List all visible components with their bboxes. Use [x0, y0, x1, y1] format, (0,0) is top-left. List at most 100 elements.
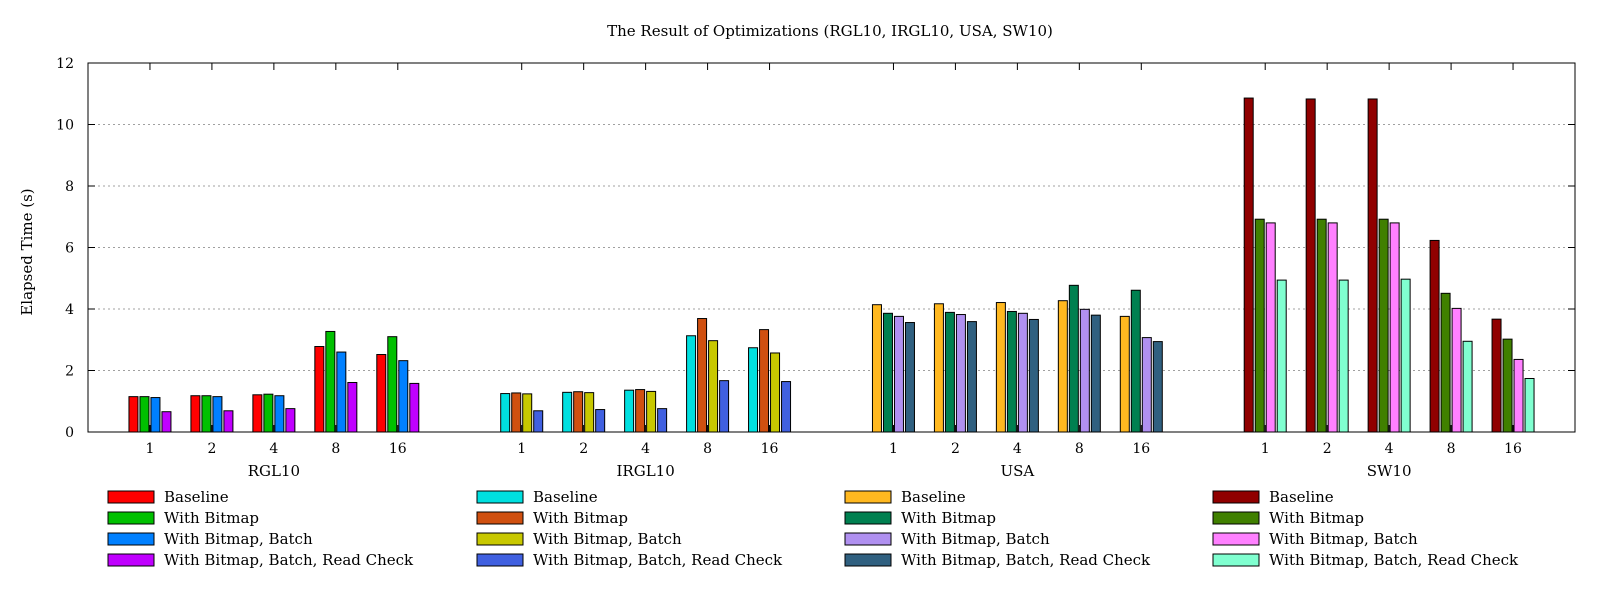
x-tick-label: 2 — [579, 441, 588, 457]
bar — [1130, 289, 1141, 433]
bar — [252, 394, 263, 433]
y-axis-label: Elapsed Time (s) — [18, 188, 36, 315]
bar — [562, 391, 573, 433]
bar — [697, 318, 708, 433]
legend-swatch — [844, 532, 892, 546]
legend-swatch — [1212, 553, 1260, 567]
bar — [1338, 279, 1349, 433]
bar — [263, 393, 274, 433]
bar — [511, 392, 522, 433]
bar — [1389, 222, 1400, 433]
x-tick-label: 8 — [703, 441, 712, 457]
legend-swatch — [844, 511, 892, 525]
legend-label: With Bitmap, Batch — [1269, 530, 1418, 548]
bar — [1305, 98, 1316, 433]
bar — [314, 346, 325, 433]
bar — [325, 330, 336, 433]
bar — [212, 396, 223, 433]
legend-swatch — [1212, 490, 1260, 504]
bar — [966, 321, 977, 433]
legend-label: With Bitmap, Batch — [901, 530, 1050, 548]
gridlines — [88, 124, 1575, 371]
chart-title: The Result of Optimizations (RGL10, IRGL… — [607, 22, 1053, 40]
bar — [933, 303, 944, 433]
x-tick-label: 16 — [1504, 441, 1522, 457]
bar — [1491, 318, 1502, 433]
bar — [1028, 318, 1039, 433]
bar — [995, 302, 1006, 433]
x-tick-label: 2 — [1323, 441, 1332, 457]
legend-swatch — [107, 490, 155, 504]
legend-label: Baseline — [901, 488, 966, 506]
group-label: SW10 — [1367, 462, 1412, 480]
bar — [1327, 222, 1338, 433]
y-tick-label: 6 — [65, 241, 74, 257]
bar — [1090, 314, 1101, 433]
bar — [1378, 218, 1389, 433]
plot-frame — [87, 62, 1576, 433]
legend-label: With Bitmap, Batch — [533, 530, 682, 548]
bar — [347, 381, 358, 433]
bar — [708, 340, 719, 433]
legend-swatch — [1212, 532, 1260, 546]
legend-swatch — [476, 490, 524, 504]
axes — [87, 62, 1576, 433]
legend-swatch — [476, 532, 524, 546]
legend-label: Baseline — [533, 488, 598, 506]
bar — [955, 314, 966, 433]
bar — [893, 315, 904, 433]
bar — [1068, 284, 1079, 433]
legend-swatch — [107, 553, 155, 567]
legend-swatch — [476, 553, 524, 567]
bar — [139, 396, 150, 433]
bar — [533, 410, 544, 433]
legend-swatch — [107, 511, 155, 525]
bar — [1502, 338, 1513, 433]
legend-label: With Bitmap, Batch — [164, 530, 313, 548]
y-ticks: 0 2 4 6 8 10 12 — [56, 56, 74, 441]
bar — [871, 304, 882, 433]
bar — [595, 409, 606, 433]
legend-swatch — [107, 532, 155, 546]
x-tick-label: 16 — [1132, 441, 1150, 457]
x-ticks: 1 2 4 8 16 RGL10 1 2 4 8 16 IRGL10 1 2 4 8 16 USA 1 2 4 8 16 SW… — [145, 441, 1522, 480]
bar — [781, 381, 792, 433]
bar — [387, 336, 398, 433]
x-tick-label: 1 — [889, 441, 898, 457]
group-label: IRGL10 — [617, 462, 675, 480]
y-tick-label: 4 — [65, 302, 74, 318]
x-tick-label: 1 — [1261, 441, 1270, 457]
x-tick-label: 2 — [207, 441, 216, 457]
bar — [1017, 312, 1028, 433]
legend-label: With Bitmap — [164, 509, 259, 527]
bar — [1524, 377, 1535, 433]
bar — [686, 335, 697, 433]
bar — [584, 392, 595, 433]
bar — [1400, 278, 1411, 433]
x-tick-label: 8 — [331, 441, 340, 457]
legend-label: With Bitmap — [1269, 509, 1364, 527]
bar — [770, 352, 781, 433]
bars — [128, 97, 1535, 433]
bar — [904, 322, 915, 433]
bar — [1243, 97, 1254, 433]
y-tick-label: 8 — [65, 179, 74, 195]
legend-swatch — [1212, 511, 1260, 525]
legend-swatch — [844, 553, 892, 567]
bar — [748, 347, 759, 433]
y-tick-label: 12 — [56, 56, 74, 72]
x-tick-label: 4 — [269, 441, 278, 457]
y-tick-label: 10 — [56, 118, 74, 134]
bar — [376, 354, 387, 433]
bar — [719, 380, 730, 433]
bar — [409, 382, 420, 433]
legend: Baseline With Bitmap With Bitmap, Batch Wit… — [107, 488, 1519, 569]
bar — [1451, 307, 1462, 433]
bar — [635, 389, 646, 433]
bar — [1429, 239, 1440, 433]
bar — [1462, 340, 1473, 433]
bar — [1152, 341, 1163, 433]
bar — [398, 360, 409, 433]
bar — [1367, 98, 1378, 433]
